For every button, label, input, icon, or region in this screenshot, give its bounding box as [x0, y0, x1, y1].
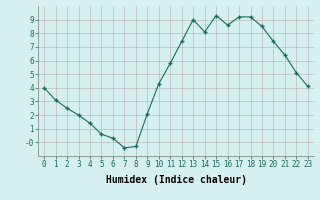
X-axis label: Humidex (Indice chaleur): Humidex (Indice chaleur): [106, 175, 246, 185]
